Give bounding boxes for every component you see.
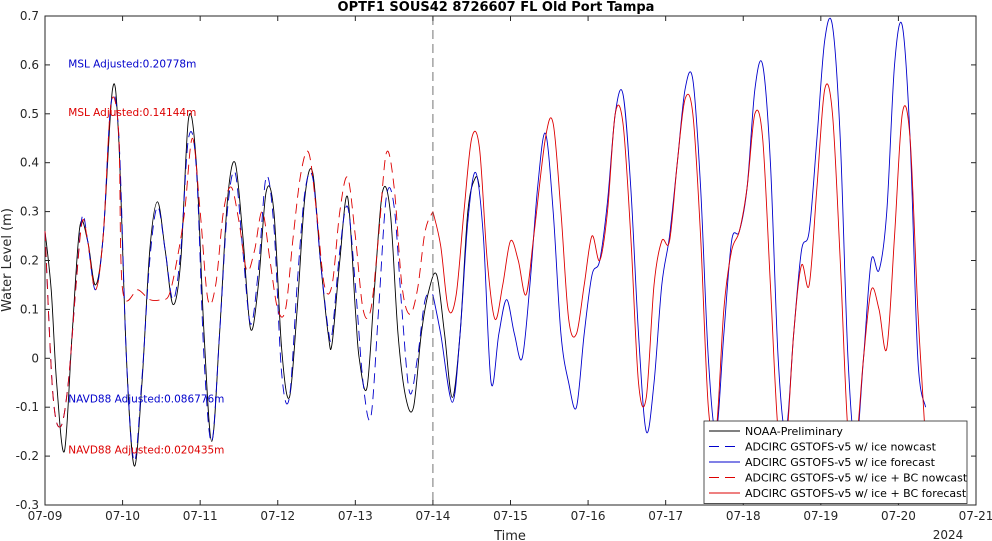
y-tick-label: -0.2: [16, 449, 39, 463]
x-tick-label: 07-10: [105, 509, 140, 523]
y-tick-label: 0.2: [20, 254, 39, 268]
x-year-label: 2024: [933, 528, 964, 541]
series-line-4: [432, 83, 927, 457]
series-line-2: [432, 17, 927, 447]
legend: NOAA-Preliminary ADCIRC GSTOFS-v5 w/ ice …: [703, 420, 968, 504]
legend-entry-2: ADCIRC GSTOFS-v5 w/ ice forecast: [745, 456, 936, 469]
legend-entry-0: NOAA-Preliminary: [745, 425, 843, 438]
x-tick-label: 07-21: [959, 509, 992, 523]
x-tick-label: 07-19: [803, 509, 838, 523]
y-axis-title: Water Level (m): [0, 208, 15, 312]
series-line-3: [44, 96, 434, 428]
x-tick-label: 07-16: [571, 509, 606, 523]
legend-box: [703, 420, 968, 504]
x-tick-label: 07-09: [28, 509, 63, 523]
datum-annotation-3: NAVD88 Adjusted:0.020435m: [68, 445, 224, 457]
legend-entry-1: ADCIRC GSTOFS-v5 w/ ice nowcast: [745, 441, 937, 454]
x-tick-label: 07-15: [493, 509, 528, 523]
y-tick-label: 0.3: [20, 205, 39, 219]
x-tick-label: 07-14: [415, 509, 450, 523]
x-tick-label: 07-11: [183, 509, 218, 523]
datum-annotation-0: MSL Adjusted:0.20778m: [68, 58, 196, 70]
x-tick-label: 07-20: [881, 509, 916, 523]
y-tick-label: 0.5: [20, 107, 39, 121]
series-line-0: [44, 83, 480, 467]
legend-entry-4: ADCIRC GSTOFS-v5 w/ ice + BC forecast: [745, 487, 967, 500]
y-tick-label: 0: [31, 351, 39, 365]
x-axis-title: Time: [493, 529, 526, 541]
y-axis: -0.3 -0.2 -0.1 0 0.1 0.2 0.3 0.4 0.5 0.6 0.7: [16, 9, 976, 512]
x-axis: 07-09 07-10 07-11 07-12 07-13 07-14 07-15 07-16…: [28, 16, 992, 523]
datum-annotation-2: NAVD88 Adjusted:0.086776m: [68, 393, 224, 405]
legend-entry-3: ADCIRC GSTOFS-v5 w/ ice + BC nowcast: [745, 472, 968, 485]
annotation-layer: MSL Adjusted:0.20778m MSL Adjusted:0.1414…: [68, 58, 224, 456]
y-tick-label: -0.1: [16, 400, 39, 414]
datum-annotation-1: MSL Adjusted:0.14144m: [68, 107, 196, 119]
y-tick-label: -0.3: [16, 498, 39, 512]
x-tick-label: 07-13: [338, 509, 373, 523]
y-tick-label: 0.6: [20, 58, 39, 72]
x-tick-label: 07-18: [726, 509, 761, 523]
y-tick-label: 0.4: [20, 156, 39, 170]
chart-title: OPTF1 SOUS42 8726607 FL Old Port Tampa: [338, 0, 655, 15]
y-tick-label: 0.1: [20, 302, 39, 316]
x-tick-label: 07-17: [648, 509, 683, 523]
x-tick-label: 07-12: [260, 509, 295, 523]
y-tick-label: 0.7: [20, 9, 39, 23]
